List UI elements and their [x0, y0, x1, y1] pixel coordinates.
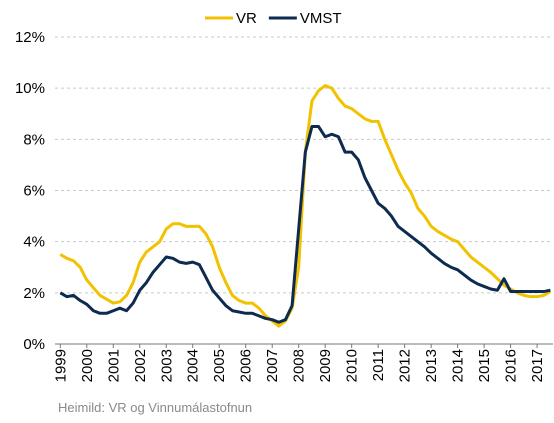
x-tick-label: 2000: [79, 349, 96, 382]
x-tick-label: 2012: [397, 349, 414, 382]
y-tick-label: 0%: [23, 336, 45, 353]
x-tick-label: 2013: [423, 349, 440, 382]
x-tick-label: 2001: [105, 349, 122, 382]
x-tick-label: 1999: [52, 349, 69, 382]
x-tick-label: 2011: [370, 349, 387, 381]
x-tick-label: 2015: [476, 349, 493, 382]
x-tick-label: 2002: [132, 349, 149, 382]
x-tick-label: 2007: [264, 349, 281, 382]
legend-label: VMST: [300, 10, 342, 27]
y-tick-label: 12%: [15, 29, 45, 46]
y-tick-label: 8%: [23, 131, 45, 148]
x-tick-label: 2016: [503, 349, 520, 382]
source-note: Heimild: VR og Vinnumálastofnun: [58, 400, 252, 415]
y-tick-label: 10%: [15, 80, 45, 97]
series-line: [59, 84, 552, 328]
x-tick-label: 2005: [211, 349, 228, 382]
x-tick-label: 2003: [158, 349, 175, 382]
x-tick-label: 2017: [529, 349, 546, 382]
y-tick-label: 4%: [23, 234, 45, 251]
y-tick-label: 2%: [23, 285, 45, 302]
series-line: [59, 125, 551, 324]
y-tick-label: 6%: [23, 183, 45, 200]
x-tick-label: 2010: [344, 349, 361, 382]
x-tick-label: 2008: [291, 349, 308, 382]
x-tick-label: 2004: [185, 349, 202, 382]
x-tick-label: 2014: [450, 349, 467, 382]
x-tick-label: 2006: [238, 349, 255, 382]
x-tick-label: 2009: [317, 349, 334, 382]
legend-label: VR: [236, 10, 257, 27]
